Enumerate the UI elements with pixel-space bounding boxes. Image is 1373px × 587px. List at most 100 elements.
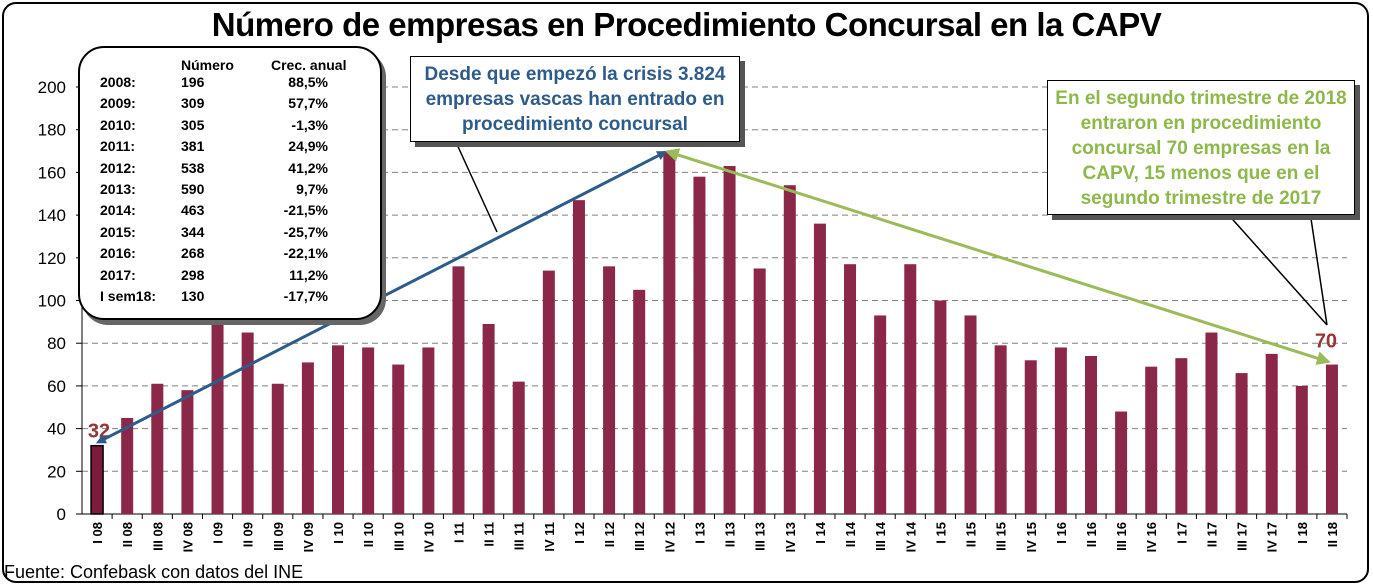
x-tick-label: I 10 — [331, 522, 346, 544]
table-cell-growth: 41,2% — [288, 159, 328, 176]
table-cell-year: I sem18: — [100, 288, 157, 304]
bar — [241, 332, 254, 514]
table-cell-number: 590 — [181, 181, 205, 197]
table-header-number: Número — [181, 57, 234, 73]
table-cell-year: 2012: — [100, 159, 136, 176]
bar — [121, 417, 134, 514]
bar — [332, 345, 345, 514]
x-tick-label: I 17 — [1174, 522, 1189, 544]
bar — [151, 383, 164, 514]
x-tick-label: II 08 — [120, 522, 135, 547]
table-cell-number: 268 — [181, 245, 205, 262]
q2-comparison-arrow — [664, 148, 1331, 365]
y-tick-label: 20 — [47, 462, 66, 481]
y-tick-label: 80 — [47, 334, 66, 353]
x-tick-label: I 08 — [90, 522, 105, 544]
x-tick-label: II 09 — [241, 522, 256, 547]
table-cell-growth: -1,3% — [291, 116, 328, 133]
table-cell-growth: 11,2% — [289, 266, 328, 283]
bar — [1205, 332, 1218, 514]
q2-2018-callout: En el segundo trimestre de 2018 entraron… — [1047, 80, 1355, 215]
y-tick-label: 100 — [38, 292, 66, 311]
table-row: I sem18: 130 -17,7% — [80, 288, 380, 309]
bar — [934, 300, 947, 514]
x-tick-label: IV 08 — [180, 522, 195, 552]
bar — [482, 323, 495, 514]
y-tick-label: 0 — [57, 505, 66, 524]
table-cell-growth: -21,5% — [283, 202, 328, 219]
crisis-arrow — [95, 150, 668, 444]
x-tick-label: I 11 — [451, 522, 466, 543]
table-row: 2011: 381 24,9% — [80, 138, 380, 159]
x-tick-label: III 09 — [271, 522, 286, 551]
bar — [1235, 373, 1248, 514]
bar — [874, 315, 887, 514]
x-tick-label: I 16 — [1054, 522, 1069, 544]
bar — [813, 223, 826, 514]
chart-title: Número de empresas en Procedimiento Conc… — [211, 6, 1162, 43]
table-cell-number: 130 — [181, 288, 205, 304]
bar — [362, 347, 375, 514]
y-tick-label: 200 — [38, 78, 66, 97]
bar — [1265, 353, 1278, 514]
x-tick-label: IV 15 — [1024, 522, 1039, 552]
bar — [723, 165, 736, 514]
x-tick-label: I 18 — [1295, 522, 1310, 544]
bar — [904, 264, 917, 514]
table-cell-number: 196 — [181, 74, 205, 90]
bar — [1084, 356, 1097, 514]
table-cell-growth: -25,7% — [283, 223, 328, 240]
x-tick-label: IV 17 — [1265, 522, 1280, 552]
x-tick-label: II 18 — [1325, 522, 1340, 547]
table-cell-number: 463 — [181, 202, 205, 219]
table-cell-number: 298 — [181, 266, 205, 283]
crisis-callout-pointer — [454, 139, 498, 233]
bar — [512, 381, 525, 514]
bar — [1054, 347, 1067, 514]
table-cell-number: 344 — [181, 223, 205, 240]
table-row: 2010: 305 -1,3% — [80, 117, 380, 138]
y-tick-label: 180 — [38, 121, 66, 140]
table-row: 2016: 268 -22,1% — [80, 245, 380, 266]
x-tick-label: II 13 — [723, 522, 738, 547]
table-cell-growth: 9,7% — [296, 181, 328, 197]
bar — [1024, 360, 1037, 514]
x-tick-label: IV 11 — [542, 522, 557, 552]
bar — [663, 151, 676, 515]
bar — [844, 264, 857, 514]
bar — [271, 383, 284, 514]
bar — [1175, 358, 1188, 514]
table-cell-growth: 88,5% — [288, 74, 328, 90]
x-tick-label: IV 14 — [903, 521, 918, 552]
bar — [572, 200, 585, 514]
x-tick-label: II 10 — [361, 522, 376, 547]
x-tick-label: II 11 — [482, 522, 497, 547]
bar — [964, 315, 977, 514]
x-tick-label: I 09 — [211, 522, 226, 544]
bar — [1295, 385, 1308, 514]
x-tick-label: II 15 — [964, 522, 979, 547]
table-cell-year: 2008: — [100, 74, 136, 90]
bar — [392, 364, 405, 514]
table-cell-year: 2011: — [100, 138, 136, 155]
bar — [633, 289, 646, 514]
x-tick-label: II 17 — [1204, 522, 1219, 547]
x-tick-label: III 15 — [994, 522, 1009, 551]
table-cell-number: 305 — [181, 116, 205, 133]
bar — [422, 347, 435, 514]
bar — [1145, 366, 1158, 514]
table-cell-growth: -17,7% — [283, 288, 328, 304]
x-tick-label: II 14 — [843, 521, 858, 547]
x-tick-label: II 12 — [602, 522, 617, 547]
bar — [783, 185, 796, 514]
y-tick-label: 160 — [38, 163, 66, 182]
table-row: 2014: 463 -21,5% — [80, 202, 380, 223]
bar — [181, 390, 194, 514]
x-tick-label: III 11 — [512, 522, 527, 550]
table-cell-growth: 24,9% — [288, 138, 328, 155]
table-row: 2017: 298 11,2% — [80, 267, 380, 288]
bar — [452, 266, 465, 514]
x-tick-label: I 14 — [813, 521, 828, 543]
table-cell-growth: -22,1% — [283, 245, 328, 262]
